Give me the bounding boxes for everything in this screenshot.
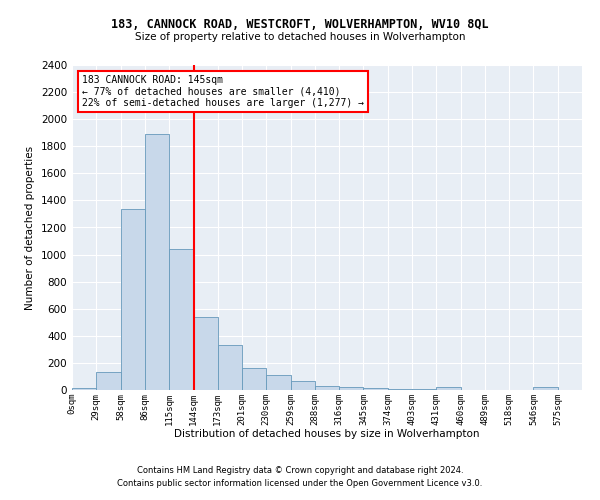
Bar [388, 389, 412, 390]
Bar [96, 372, 121, 390]
Text: Size of property relative to detached houses in Wolverhampton: Size of property relative to detached ho… [135, 32, 465, 42]
Text: 183, CANNOCK ROAD, WESTCROFT, WOLVERHAMPTON, WV10 8QL: 183, CANNOCK ROAD, WESTCROFT, WOLVERHAMP… [111, 18, 489, 30]
Text: 183 CANNOCK ROAD: 145sqm
← 77% of detached houses are smaller (4,410)
22% of sem: 183 CANNOCK ROAD: 145sqm ← 77% of detach… [82, 74, 364, 108]
Bar [121, 208, 145, 390]
Bar [242, 368, 266, 390]
Bar [364, 388, 388, 390]
Y-axis label: Number of detached properties: Number of detached properties [25, 146, 35, 310]
Text: Contains HM Land Registry data © Crown copyright and database right 2024.
Contai: Contains HM Land Registry data © Crown c… [118, 466, 482, 487]
Bar [145, 134, 169, 390]
Bar [290, 381, 315, 390]
Bar [218, 344, 242, 390]
Bar [266, 375, 290, 390]
Bar [533, 388, 558, 390]
Bar [315, 386, 339, 390]
Bar [169, 249, 193, 390]
Bar [436, 388, 461, 390]
Bar [339, 388, 364, 390]
Bar [72, 388, 96, 390]
Bar [193, 317, 218, 390]
X-axis label: Distribution of detached houses by size in Wolverhampton: Distribution of detached houses by size … [174, 429, 480, 439]
